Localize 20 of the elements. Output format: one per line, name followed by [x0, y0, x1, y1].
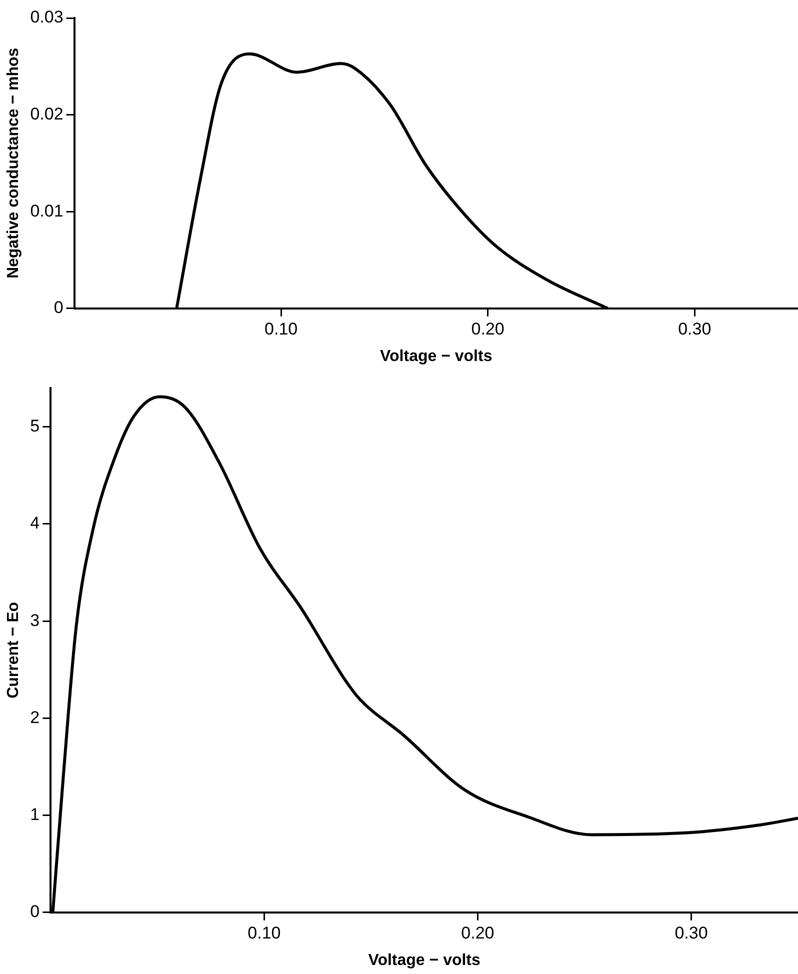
x-tick-label: 0.20: [461, 923, 494, 942]
y-tick-label: 0: [54, 298, 64, 318]
x-tick-label: 0.10: [264, 319, 298, 338]
x-tick-label: 0.20: [471, 319, 504, 338]
y-tick-label: 3: [30, 610, 40, 630]
x-tick-label: 0.30: [678, 319, 712, 338]
y-axis-title: Negative conductance − mhos: [5, 48, 22, 279]
x-tick-label: 0.30: [674, 923, 708, 942]
y-tick-label: 5: [30, 416, 40, 436]
y-axis-title: Current − Eo: [5, 602, 22, 698]
y-tick-label: 0.02: [30, 104, 64, 124]
y-tick-label: 0.01: [30, 201, 64, 220]
y-tick-label: 1: [30, 804, 40, 824]
y-tick-label: 0.03: [30, 8, 64, 27]
x-axis-title: Voltage − volts: [380, 348, 492, 365]
y-tick-label: 0: [30, 902, 40, 922]
x-axis-title: Voltage − volts: [368, 952, 481, 969]
x-tick-label: 0.10: [248, 923, 281, 942]
y-tick-label: 2: [30, 708, 40, 727]
y-tick-label: 4: [30, 514, 40, 533]
